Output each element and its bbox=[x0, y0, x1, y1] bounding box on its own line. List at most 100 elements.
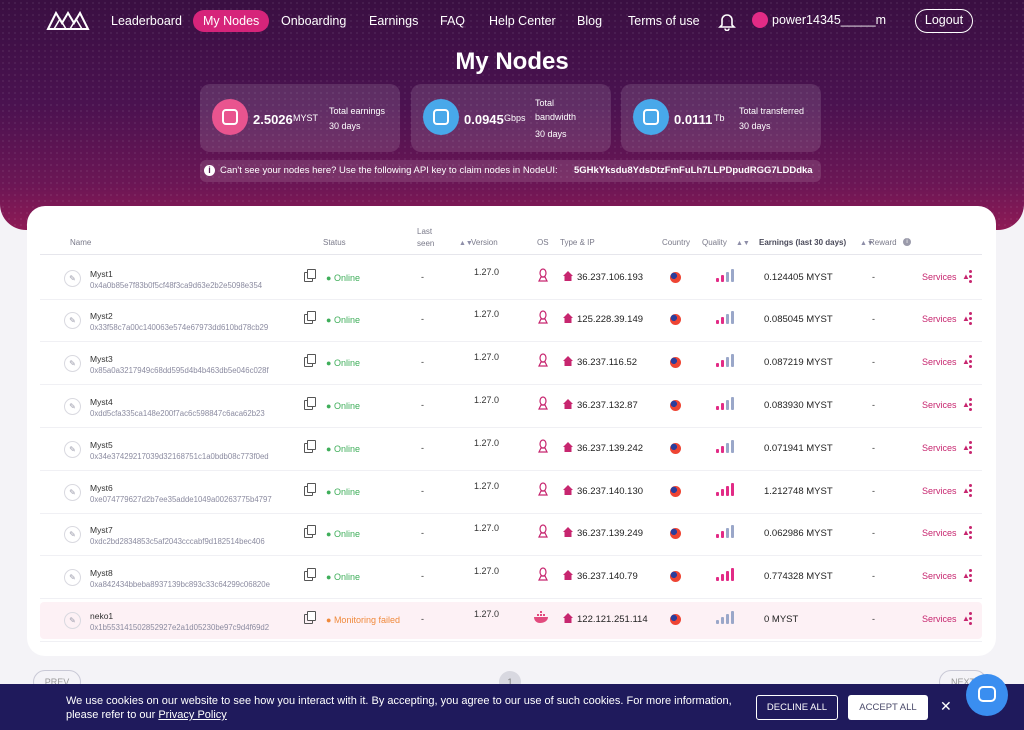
edit-icon[interactable]: ✎ bbox=[64, 526, 81, 543]
node-reward: - bbox=[872, 571, 875, 581]
table-row[interactable]: ✎ Myst6 0xe074779627d2b7ee35adde1049a002… bbox=[40, 474, 982, 514]
sort-icon[interactable]: ▲▼ bbox=[459, 240, 473, 247]
cloud-transfer-icon bbox=[633, 99, 669, 135]
header-name: Name bbox=[70, 238, 92, 247]
chevron-up-icon[interactable]: ▲ bbox=[962, 400, 970, 409]
more-options-icon[interactable] bbox=[969, 398, 973, 412]
more-options-icon[interactable] bbox=[969, 355, 973, 369]
nav-terms-of-use[interactable]: Terms of use bbox=[628, 14, 700, 28]
more-options-icon[interactable] bbox=[969, 484, 973, 498]
table-row[interactable]: ✎ Myst1 0x4a0b85e7f83b0f5cf48f3ca9d63e2b… bbox=[40, 260, 982, 300]
edit-icon[interactable]: ✎ bbox=[64, 569, 81, 586]
header-earnings[interactable]: Earnings (last 30 days) bbox=[759, 238, 847, 247]
services-link[interactable]: Services bbox=[922, 528, 957, 538]
privacy-policy-link[interactable]: Privacy Policy bbox=[158, 709, 227, 721]
bell-icon[interactable] bbox=[717, 11, 737, 31]
more-options-icon[interactable] bbox=[969, 270, 973, 284]
services-link[interactable]: Services bbox=[922, 272, 957, 282]
chevron-up-icon[interactable]: ▲ bbox=[962, 443, 970, 452]
nav-leaderboard[interactable]: Leaderboard bbox=[111, 14, 182, 28]
api-key-value[interactable]: 5GHkYksdu8YdsDtzFmFuLh7LLPDpudRGG7LDDdka bbox=[574, 165, 813, 176]
services-link[interactable]: Services bbox=[922, 314, 957, 324]
more-options-icon[interactable] bbox=[969, 612, 973, 626]
info-icon[interactable]: i bbox=[903, 238, 911, 246]
nav-faq[interactable]: FAQ bbox=[440, 14, 466, 28]
decline-all-button[interactable]: DECLINE ALL bbox=[756, 695, 838, 720]
mysterium-logo-icon[interactable] bbox=[46, 9, 90, 33]
services-link[interactable]: Services bbox=[922, 614, 957, 624]
quality-bars-icon bbox=[716, 396, 734, 410]
chevron-up-icon[interactable]: ▲ bbox=[962, 357, 970, 366]
services-link[interactable]: Services bbox=[922, 443, 957, 453]
copy-icon[interactable] bbox=[304, 269, 316, 282]
node-earnings: 0.083930 MYST bbox=[764, 400, 833, 411]
last-seen: - bbox=[421, 314, 424, 324]
edit-icon[interactable]: ✎ bbox=[64, 270, 81, 287]
chat-support-icon[interactable] bbox=[966, 674, 1008, 716]
copy-icon[interactable] bbox=[304, 483, 316, 496]
copy-icon[interactable] bbox=[304, 525, 316, 538]
more-options-icon[interactable] bbox=[969, 569, 973, 583]
services-link[interactable]: Services bbox=[922, 357, 957, 367]
accept-all-button[interactable]: ACCEPT ALL bbox=[848, 695, 928, 720]
logout-button[interactable]: Logout bbox=[915, 9, 973, 33]
chevron-up-icon[interactable]: ▲ bbox=[962, 528, 970, 537]
node-id: 0x34e37429217039d32168751c1a0bdb08c773f0… bbox=[90, 452, 269, 461]
chevron-up-icon[interactable]: ▲ bbox=[962, 614, 970, 623]
node-version: 1.27.0 bbox=[474, 609, 500, 619]
more-options-icon[interactable] bbox=[969, 526, 973, 540]
chevron-up-icon[interactable]: ▲ bbox=[962, 272, 970, 281]
node-reward: - bbox=[872, 272, 875, 282]
header-quality[interactable]: Quality bbox=[702, 238, 727, 247]
copy-icon[interactable] bbox=[304, 568, 316, 581]
more-options-icon[interactable] bbox=[969, 441, 973, 455]
stat-sublabel: 30 days bbox=[535, 129, 567, 139]
quality-bars-icon bbox=[716, 310, 734, 324]
edit-icon[interactable]: ✎ bbox=[64, 441, 81, 458]
table-row[interactable]: ✎ Myst8 0xa842434bbeba8937139bc893c33c64… bbox=[40, 559, 982, 599]
services-link[interactable]: Services bbox=[922, 571, 957, 581]
table-row[interactable]: ✎ Myst4 0xdd5cfa335ca148e200f7ac6c598847… bbox=[40, 388, 982, 428]
edit-icon[interactable]: ✎ bbox=[64, 484, 81, 501]
close-icon[interactable]: ✕ bbox=[940, 698, 952, 714]
chevron-up-icon[interactable]: ▲ bbox=[962, 486, 970, 495]
last-seen: - bbox=[421, 443, 424, 453]
sort-icon[interactable]: ▲▼ bbox=[860, 240, 874, 247]
header-reward: Reward bbox=[869, 238, 897, 247]
copy-icon[interactable] bbox=[304, 311, 316, 324]
table-row[interactable]: ✎ Myst7 0xdc2bd2834853c5af2043cccabf9d18… bbox=[40, 516, 982, 556]
sort-icon[interactable]: ▲▼ bbox=[736, 240, 750, 247]
edit-icon[interactable]: ✎ bbox=[64, 355, 81, 372]
stat-card-transferred: 0.0111 Tb Total transferred 30 days bbox=[621, 84, 821, 152]
edit-icon[interactable]: ✎ bbox=[64, 398, 81, 415]
copy-icon[interactable] bbox=[304, 440, 316, 453]
nav-earnings[interactable]: Earnings bbox=[369, 14, 419, 28]
nav-my-nodes[interactable]: My Nodes bbox=[193, 10, 270, 32]
copy-icon[interactable] bbox=[304, 611, 316, 624]
status-text: Online bbox=[333, 358, 360, 368]
nav-help-center[interactable]: Help Center bbox=[489, 14, 556, 28]
user-name[interactable]: power14345_____m bbox=[772, 13, 886, 27]
services-link[interactable]: Services bbox=[922, 400, 957, 410]
more-options-icon[interactable] bbox=[969, 312, 973, 326]
edit-icon[interactable]: ✎ bbox=[64, 612, 81, 629]
table-row[interactable]: ✎ Myst5 0x34e37429217039d32168751c1a0bdb… bbox=[40, 431, 982, 471]
services-link[interactable]: Services bbox=[922, 486, 957, 496]
nav-blog[interactable]: Blog bbox=[577, 14, 603, 28]
user-avatar[interactable] bbox=[752, 12, 768, 28]
table-row[interactable]: ✎ Myst2 0x33f58c7a00c140063e574e67973dd6… bbox=[40, 302, 982, 342]
home-icon bbox=[563, 442, 573, 452]
copy-icon[interactable] bbox=[304, 397, 316, 410]
chevron-up-icon[interactable]: ▲ bbox=[962, 314, 970, 323]
table-row[interactable]: ✎ neko1 0x1b553141502852927e2a1d05230be9… bbox=[40, 602, 982, 642]
node-id: 0x85a0a3217949c68dd595d4b4b463db5e046c02… bbox=[90, 366, 269, 375]
nav-onboarding[interactable]: Onboarding bbox=[281, 14, 347, 28]
edit-icon[interactable]: ✎ bbox=[64, 312, 81, 329]
node-version: 1.27.0 bbox=[474, 438, 500, 448]
chevron-up-icon[interactable]: ▲ bbox=[962, 571, 970, 580]
status-badge: ● Online bbox=[326, 358, 360, 368]
header-last-seen[interactable]: Last seen bbox=[417, 227, 435, 248]
table-row[interactable]: ✎ Myst3 0x85a0a3217949c68dd595d4b4b463db… bbox=[40, 345, 982, 385]
stat-value: 0.0111 bbox=[674, 112, 713, 127]
copy-icon[interactable] bbox=[304, 354, 316, 367]
